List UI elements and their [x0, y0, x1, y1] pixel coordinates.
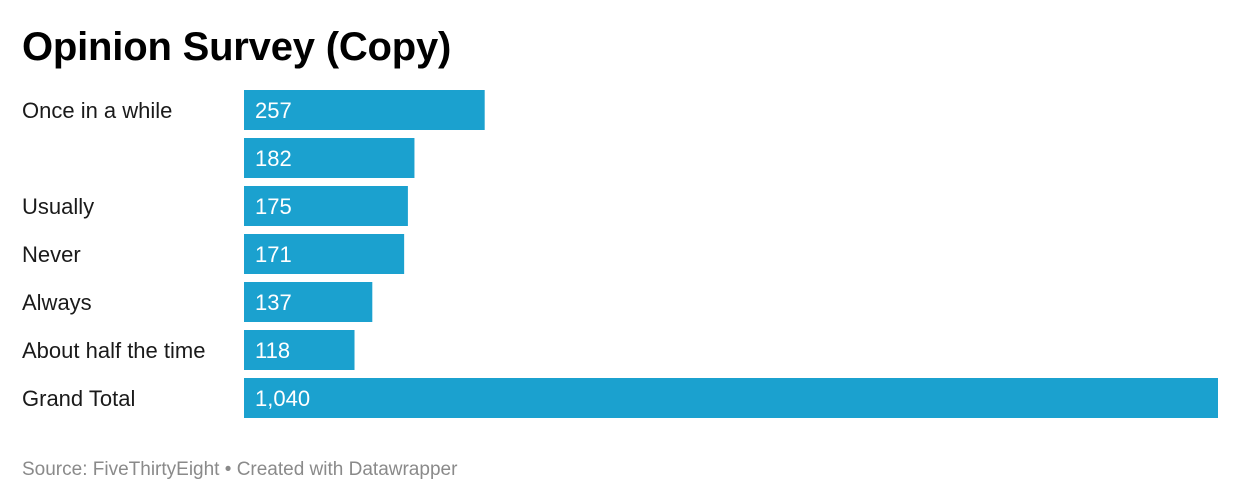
category-label: Usually	[22, 194, 94, 219]
bar	[244, 138, 415, 178]
category-label: Once in a while	[22, 98, 172, 123]
chart-title: Opinion Survey (Copy)	[22, 25, 452, 69]
value-label: 175	[255, 194, 292, 219]
bar	[244, 330, 355, 370]
value-label: 182	[255, 146, 292, 171]
credit-text: Created with Datawrapper	[236, 459, 458, 480]
bar	[244, 90, 485, 130]
category-label: Never	[22, 242, 81, 267]
bar	[244, 186, 408, 226]
category-label: Always	[22, 290, 92, 315]
value-label: 171	[255, 242, 292, 267]
chart-footer: Source: FiveThirtyEight • Created with D…	[22, 458, 457, 482]
category-label: Grand Total	[22, 386, 135, 411]
bar	[244, 282, 373, 322]
value-label: 137	[255, 290, 292, 315]
value-label: 257	[255, 98, 292, 123]
bar	[244, 378, 1218, 418]
category-label: About half the time	[22, 338, 205, 363]
footer-separator: •	[224, 459, 232, 480]
value-label: 1,040	[255, 386, 310, 411]
value-label: 118	[255, 338, 290, 363]
source-text: Source: FiveThirtyEight	[22, 459, 220, 480]
bars-layer: Once in a while 257 182 Usually 175 Never 171 A…	[22, 90, 1218, 418]
bar	[244, 234, 405, 274]
